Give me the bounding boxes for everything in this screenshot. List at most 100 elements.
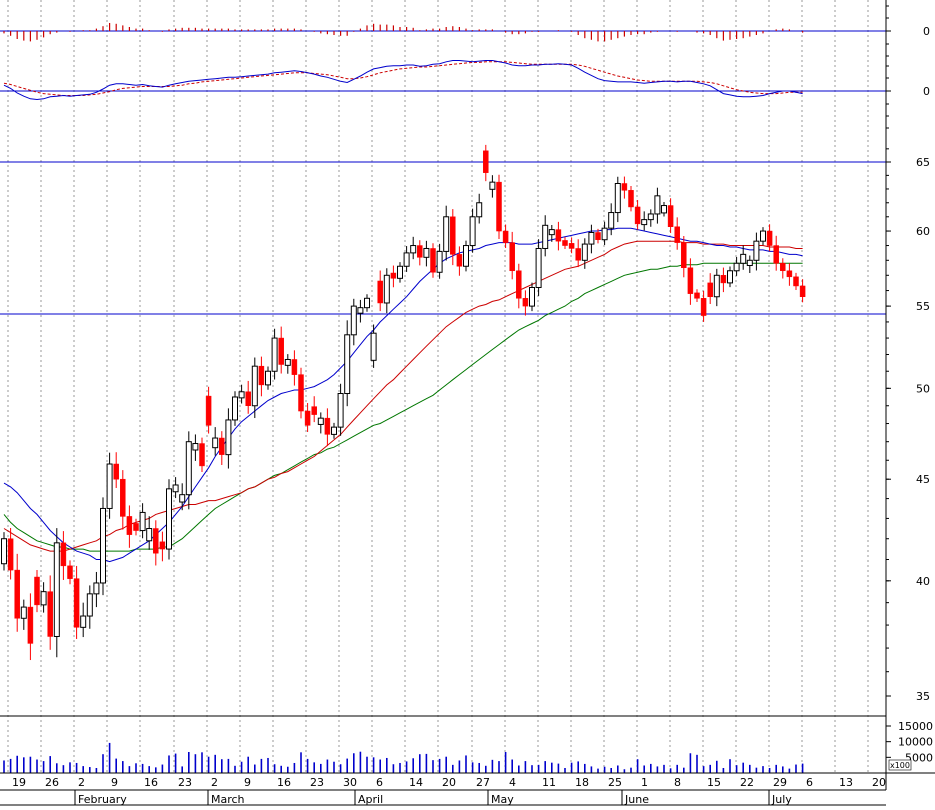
- candle-body-up: [542, 224, 549, 249]
- candle-body-down: [324, 417, 331, 435]
- candle-body-up: [172, 484, 179, 493]
- price-tick-label: 55: [916, 300, 930, 313]
- price-tick-label: 45: [916, 473, 930, 486]
- candle-body-up: [265, 370, 271, 386]
- candle-body-down: [562, 240, 568, 246]
- date-tick-label: 8: [674, 776, 681, 789]
- candle-body-up: [760, 230, 766, 242]
- candle-body-down: [298, 374, 304, 412]
- candle-body-down: [595, 232, 601, 240]
- volume-tick-label: 10000: [898, 736, 933, 749]
- moving-average-slow: [3, 262, 803, 552]
- volume-tick-label: 15000: [898, 720, 933, 733]
- candle-body-up: [647, 213, 654, 221]
- candle-body-down: [73, 578, 80, 628]
- price-tick-label: 35: [916, 690, 930, 703]
- price-tick-label: 50: [916, 382, 930, 395]
- candle-body-down: [278, 337, 284, 365]
- candle-body-up: [436, 250, 443, 273]
- candle-body-up: [192, 443, 199, 451]
- candle-body-up: [733, 262, 740, 272]
- date-tick-label: 30: [343, 776, 357, 789]
- candle-body-up: [139, 511, 146, 532]
- candle-body-down: [496, 181, 502, 232]
- candle-body-down: [291, 359, 298, 375]
- candle-body-up: [753, 240, 760, 261]
- candle-body-up: [251, 365, 258, 407]
- candle-body-down: [126, 516, 133, 535]
- candle-body-up: [317, 417, 324, 425]
- histogram-tick-label: 0: [923, 25, 930, 38]
- macd-line: [3, 60, 803, 101]
- candle-body-down: [67, 565, 73, 579]
- candle-body-down: [258, 365, 265, 386]
- candle-body-up: [344, 334, 351, 395]
- candle-body-up: [588, 231, 595, 245]
- price-tick-label: 65: [916, 156, 930, 169]
- candle-body-down: [793, 276, 799, 287]
- candle-body-down: [773, 245, 779, 264]
- candle-body-down: [694, 292, 700, 299]
- candle-body-down: [687, 267, 694, 294]
- candle-body-down: [245, 391, 251, 406]
- candle-body-up: [443, 216, 450, 252]
- month-label: February: [78, 793, 127, 806]
- candle-body-up: [238, 391, 245, 399]
- date-tick-label: 2: [211, 776, 218, 789]
- date-tick-label: 9: [244, 776, 251, 789]
- candle-body-up: [86, 593, 93, 617]
- date-tick-label: 20: [442, 776, 456, 789]
- candle-body-up: [469, 216, 476, 247]
- candle-body-down: [219, 437, 225, 455]
- candle-body-down: [707, 282, 713, 297]
- macd-tick-label: 0: [923, 85, 930, 98]
- candle-body-down: [450, 216, 456, 255]
- candle-body-up: [641, 219, 648, 226]
- candle-body-up: [614, 182, 621, 214]
- candle-body-up: [185, 441, 192, 496]
- candle-body-up: [370, 332, 377, 361]
- candle-body-up: [661, 205, 667, 214]
- month-label: July: [771, 793, 792, 806]
- candle-body-down: [681, 242, 687, 269]
- candle-body-up: [232, 396, 238, 421]
- candle-body-down: [786, 270, 793, 278]
- candle-body-up: [80, 615, 87, 628]
- candle-body-up: [529, 286, 535, 307]
- candle-body-up: [146, 528, 153, 542]
- candle-body-up: [383, 274, 390, 304]
- candle-body-up: [350, 305, 357, 336]
- price-panel: [0, 144, 886, 661]
- candle-body-up: [357, 307, 364, 314]
- candle-body-down: [7, 538, 14, 571]
- candle-body-down: [113, 463, 119, 480]
- price-tick-label: 40: [916, 575, 930, 588]
- candle-body-up: [93, 582, 100, 595]
- candle-body-down: [153, 528, 159, 554]
- candle-body-down: [780, 263, 786, 272]
- candle-body-up: [284, 358, 291, 366]
- candle-body-down: [47, 591, 53, 637]
- date-tick-label: 1: [641, 776, 648, 789]
- candle-body-down: [555, 229, 562, 242]
- candle-body-up: [106, 463, 113, 509]
- candle-body-up: [331, 426, 337, 435]
- moving-average-fast: [3, 227, 803, 563]
- candle-body-up: [20, 606, 27, 619]
- candle-body-up: [476, 202, 483, 218]
- candle-body-down: [667, 205, 674, 227]
- candle-body-up: [489, 181, 496, 190]
- candle-body-down: [766, 230, 773, 246]
- candle-body-up: [364, 297, 370, 309]
- candle-body-up: [271, 337, 278, 372]
- candle-body-up: [713, 274, 720, 298]
- macd-panel: [0, 60, 886, 101]
- date-tick-label: 9: [111, 776, 118, 789]
- candle-body-down: [522, 298, 529, 307]
- date-tick-label: 6: [376, 776, 383, 789]
- candle-body-down: [205, 395, 212, 426]
- date-tick-label: 14: [409, 776, 423, 789]
- histogram-panel: [0, 23, 886, 42]
